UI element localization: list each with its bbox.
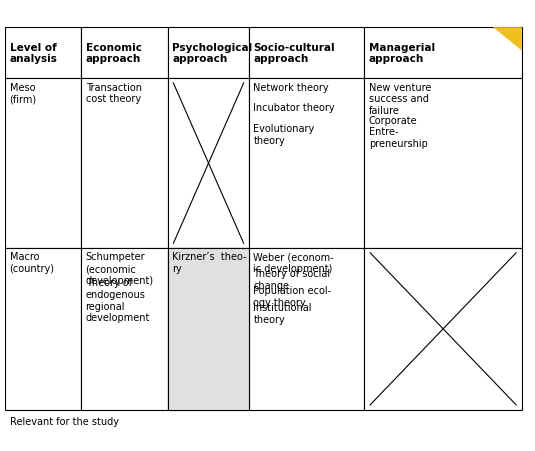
Text: Psychological
approach: Psychological approach — [172, 43, 253, 64]
Polygon shape — [493, 28, 522, 51]
Bar — [81, 249, 168, 410]
Text: Macro
(country): Macro (country) — [10, 252, 55, 273]
Bar — [81, 28, 168, 79]
Text: Economic
approach: Economic approach — [86, 43, 142, 64]
Text: Evolutionary
theory: Evolutionary theory — [254, 124, 315, 146]
Text: Schumpeter
(economic
development): Schumpeter (economic development) — [86, 252, 154, 285]
Bar — [5, 79, 81, 249]
Text: Theory of
endogenous
regional
development: Theory of endogenous regional developmen… — [86, 278, 150, 322]
Bar — [364, 249, 522, 410]
Text: Theory of social
change: Theory of social change — [254, 269, 331, 290]
Bar — [168, 249, 249, 410]
Text: Kirzner’s  theo-
ry: Kirzner’s theo- ry — [172, 252, 247, 273]
Text: Socio-cultural
approach: Socio-cultural approach — [254, 43, 335, 64]
Text: Weber (econom-
ic development): Weber (econom- ic development) — [254, 252, 334, 273]
Bar — [364, 79, 522, 249]
Text: Institutional
theory: Institutional theory — [254, 303, 312, 324]
Text: Level of
analysis: Level of analysis — [10, 43, 57, 64]
Bar — [168, 79, 249, 249]
Bar — [5, 28, 81, 79]
Bar — [5, 249, 81, 410]
Text: Managerial
approach: Managerial approach — [369, 43, 435, 64]
Bar — [364, 28, 522, 79]
Text: Transaction
cost theory: Transaction cost theory — [86, 83, 142, 104]
Bar — [168, 28, 249, 79]
Bar — [249, 28, 364, 79]
Text: Population ecol-
ogy theory: Population ecol- ogy theory — [254, 286, 332, 307]
Text: Corporate
Entre-
preneurship: Corporate Entre- preneurship — [369, 115, 427, 148]
Text: Meso
(firm): Meso (firm) — [10, 83, 37, 104]
Bar — [249, 79, 364, 249]
Bar — [249, 249, 364, 410]
Text: New venture
success and
failure: New venture success and failure — [369, 83, 431, 115]
Text: Relevant for the study: Relevant for the study — [10, 416, 119, 426]
Text: Network theory: Network theory — [254, 83, 329, 92]
Bar — [168, 249, 249, 410]
Bar — [81, 79, 168, 249]
Text: Incubator theory: Incubator theory — [254, 103, 335, 113]
